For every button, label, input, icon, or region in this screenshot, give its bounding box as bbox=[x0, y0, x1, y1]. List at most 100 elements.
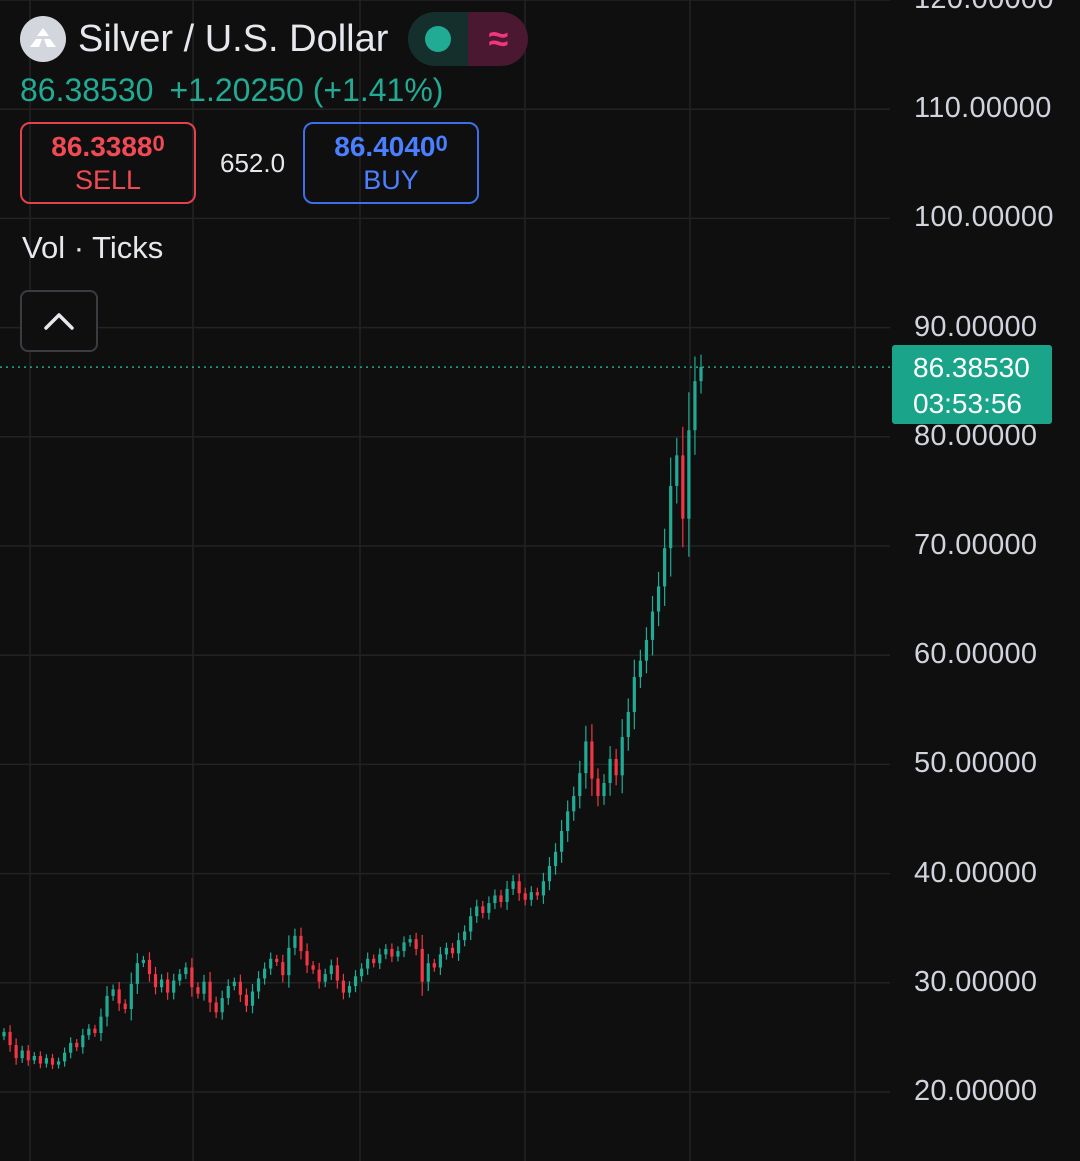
candle bbox=[390, 943, 394, 963]
candle-body bbox=[414, 939, 418, 949]
candle bbox=[505, 880, 509, 910]
candle-body bbox=[584, 741, 588, 774]
candle bbox=[438, 946, 442, 975]
volume-indicator-label[interactable]: Vol · Ticks bbox=[22, 230, 164, 265]
candle bbox=[20, 1045, 24, 1063]
candle-body bbox=[602, 782, 606, 797]
candle-body bbox=[8, 1031, 12, 1046]
candle-body bbox=[99, 1016, 103, 1034]
candle-body bbox=[256, 978, 261, 992]
candle-body bbox=[105, 995, 109, 1017]
candle-body bbox=[572, 796, 576, 812]
candle bbox=[8, 1025, 12, 1052]
candle-body bbox=[147, 959, 152, 975]
candle bbox=[117, 981, 121, 1011]
candle-body bbox=[281, 962, 285, 976]
candle bbox=[523, 887, 527, 906]
candle bbox=[487, 896, 491, 920]
candle-body bbox=[311, 965, 315, 970]
candle-body bbox=[402, 942, 406, 952]
candle bbox=[178, 969, 182, 986]
candle bbox=[469, 907, 473, 940]
candle-body bbox=[81, 1035, 85, 1048]
candle-body bbox=[426, 963, 430, 982]
candle-body bbox=[111, 989, 115, 996]
price-axis-tick-label: 30.00000 bbox=[914, 965, 1038, 998]
candle bbox=[493, 889, 497, 910]
candle bbox=[366, 952, 370, 975]
candle bbox=[475, 899, 479, 923]
candle bbox=[687, 392, 691, 557]
candle bbox=[184, 962, 188, 980]
candle-body bbox=[420, 948, 424, 982]
candlestick-series bbox=[2, 354, 703, 1069]
candle bbox=[560, 819, 564, 863]
candle bbox=[353, 970, 358, 993]
candle bbox=[408, 935, 412, 947]
candle-body bbox=[129, 983, 133, 1010]
candle bbox=[93, 1024, 97, 1037]
price-axis-tick-label: 90.00000 bbox=[914, 310, 1038, 343]
buy-button[interactable]: 86.40400 BUY bbox=[303, 122, 479, 204]
collapse-indicators-button[interactable] bbox=[20, 290, 98, 352]
candle bbox=[196, 982, 200, 999]
candle-body bbox=[432, 963, 436, 968]
candle bbox=[214, 996, 218, 1019]
candle-body bbox=[14, 1045, 18, 1059]
candle-body bbox=[438, 954, 442, 968]
current-price-tag: 86.38530 03:53:56 bbox=[892, 345, 1052, 424]
candle bbox=[656, 571, 661, 627]
candle-body bbox=[317, 969, 321, 982]
candle bbox=[620, 719, 624, 794]
candle-body bbox=[263, 968, 267, 979]
candle bbox=[250, 984, 255, 1014]
candle-body bbox=[26, 1050, 30, 1061]
candle bbox=[141, 955, 145, 968]
candle bbox=[693, 356, 697, 455]
candle bbox=[402, 936, 406, 958]
candle-body bbox=[372, 958, 376, 964]
candle-body bbox=[341, 980, 346, 993]
approx-equal-icon[interactable]: ≈ bbox=[468, 12, 529, 66]
candle bbox=[2, 1028, 6, 1041]
candle bbox=[511, 875, 515, 895]
silver-bars-icon[interactable] bbox=[20, 16, 66, 62]
candle bbox=[311, 961, 315, 974]
candle-body bbox=[93, 1028, 97, 1034]
candle bbox=[159, 974, 164, 993]
candle-body bbox=[220, 998, 224, 1013]
candle bbox=[572, 786, 576, 821]
candle bbox=[517, 873, 521, 901]
candle-body bbox=[396, 951, 400, 957]
sell-price: 86.33880 bbox=[51, 131, 165, 163]
candle-body bbox=[444, 947, 449, 955]
candle bbox=[602, 774, 606, 805]
candle bbox=[584, 725, 588, 789]
market-status-pill[interactable]: ≈ bbox=[408, 12, 529, 66]
candle-body bbox=[141, 959, 145, 964]
candle bbox=[632, 659, 636, 730]
candle bbox=[129, 972, 133, 1021]
price-axis-tick-label: 120.00000 bbox=[914, 0, 1054, 14]
candle-body bbox=[481, 906, 485, 913]
current-price-value: 86.38530 bbox=[913, 352, 1030, 383]
candle-body bbox=[378, 954, 382, 964]
candle bbox=[81, 1028, 85, 1054]
candle bbox=[26, 1045, 30, 1066]
market-open-indicator[interactable] bbox=[408, 12, 469, 66]
candle-body bbox=[553, 851, 558, 866]
candle-body bbox=[681, 455, 685, 519]
candle bbox=[63, 1047, 67, 1067]
candle-body bbox=[269, 958, 273, 969]
sell-button[interactable]: 86.33880 SELL bbox=[20, 122, 196, 204]
symbol-title[interactable]: Silver / U.S. Dollar bbox=[78, 17, 389, 60]
candle bbox=[463, 925, 467, 947]
candle-body bbox=[366, 958, 370, 969]
candle bbox=[553, 843, 558, 875]
candle bbox=[87, 1024, 91, 1040]
candle-body bbox=[305, 951, 309, 966]
candle-body bbox=[487, 903, 491, 913]
candle bbox=[669, 457, 673, 577]
